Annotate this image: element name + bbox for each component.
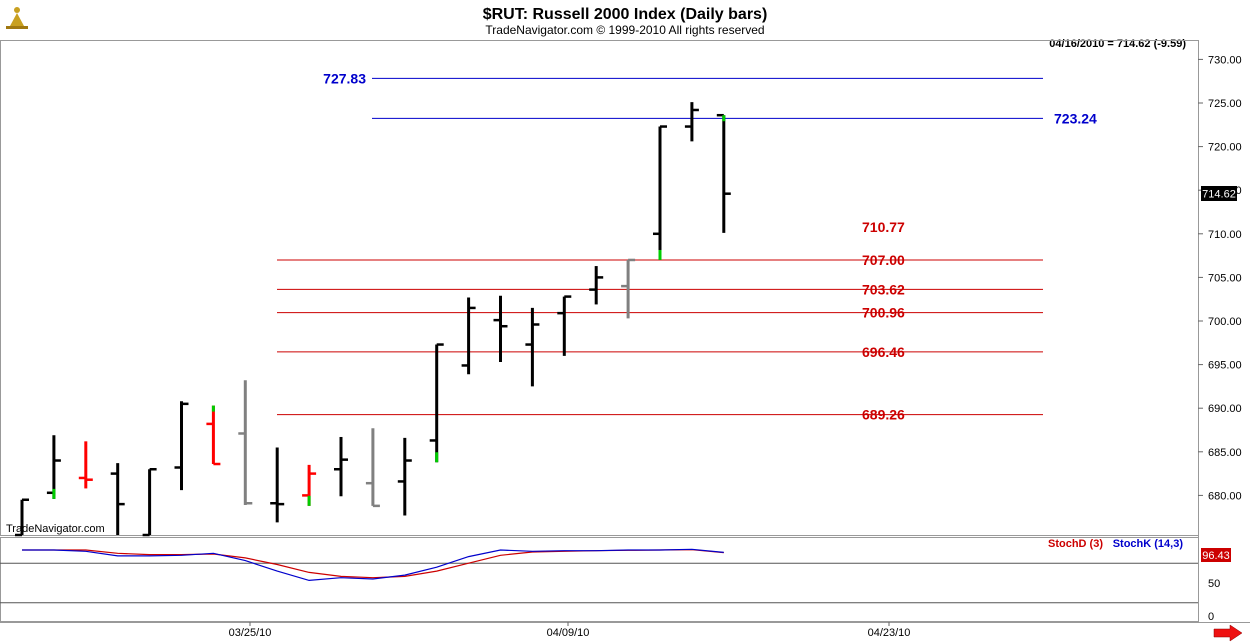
ohlc-bar: [110, 463, 125, 535]
ohlc-bar: [365, 428, 380, 508]
last-price-marker: [1201, 186, 1237, 201]
ohlc-bar: [557, 295, 572, 356]
price-tick-label: 690.00: [1208, 403, 1242, 415]
ohlc-bar: [334, 436, 348, 497]
level-label: 710.77: [862, 219, 905, 235]
ohlc-bar: [174, 401, 189, 491]
level-label: 696.46: [862, 344, 905, 360]
ohlc-bar: [302, 464, 317, 506]
legend-stochk: StochK (14,3): [1113, 538, 1184, 550]
ohlc-bar: [684, 102, 699, 142]
quote-readout: 04/16/2010 = 714.62 (-9.59): [1049, 38, 1186, 50]
level-label: 700.96: [862, 305, 905, 321]
price-tick-label: 700.00: [1208, 316, 1242, 328]
time-axis-labels: 03/25/10 04/09/10 04/23/10: [229, 622, 911, 639]
ohlc-bar: [429, 343, 444, 463]
price-tick-label: 705.00: [1208, 272, 1242, 284]
price-bars: [15, 102, 731, 537]
ohlc-bar: [525, 307, 540, 387]
chart-title: $RUT: Russell 2000 Index (Daily bars): [483, 6, 768, 23]
ohlc-bar: [238, 380, 253, 505]
chart-subtitle: TradeNavigator.com © 1999-2010 All right…: [485, 23, 764, 37]
ohlc-bar: [206, 405, 221, 466]
ohlc-bar: [461, 297, 476, 375]
oscillator-lines: [22, 548, 724, 582]
ohlc-bar: [621, 258, 636, 319]
oscillator-last-marker: [1201, 548, 1231, 562]
ohlc-bar: [270, 447, 285, 523]
time-tick-label: 04/09/10: [547, 627, 590, 639]
ohlc-bar: [15, 498, 29, 537]
level-label: 727.83: [323, 70, 366, 86]
ohlc-bar: [653, 125, 667, 260]
price-tick-label: 710.00: [1208, 229, 1242, 241]
oscillator-last-label: 96.43: [1202, 550, 1230, 562]
last-price-label: 714.62: [1202, 189, 1236, 201]
price-tick-label: 685.00: [1208, 447, 1242, 459]
level-label: 689.26: [862, 407, 905, 423]
price-tick-label: 730.00: [1208, 54, 1242, 66]
level-label: 723.24: [1054, 110, 1097, 126]
scroll-right-arrow-icon[interactable]: [1213, 624, 1243, 642]
oscillator-tick-label: 50: [1208, 578, 1220, 590]
watermark: TradeNavigator.com: [6, 523, 105, 535]
price-tick-label: 720.00: [1208, 142, 1242, 154]
ohlc-bar: [142, 467, 157, 537]
stochk-line: [22, 548, 724, 582]
level-label: 703.62: [862, 281, 905, 297]
time-tick-label: 04/23/10: [868, 627, 911, 639]
oscillator-axis-ticks: 50 0: [1208, 578, 1220, 623]
legend-stochd: StochD (3): [1048, 538, 1103, 550]
ohlc-bar: [78, 441, 93, 489]
ohlc-bar: [589, 266, 604, 305]
price-tick-label: 695.00: [1208, 360, 1242, 372]
logo-icon: [6, 7, 28, 29]
oscillator-reference-lines: [0, 562, 1198, 604]
price-tick-label: 725.00: [1208, 98, 1242, 110]
price-axis-ticks: 730.00725.00720.00715.00710.00705.00700.…: [1198, 54, 1242, 502]
oscillator-tick-label: 0: [1208, 611, 1214, 623]
level-label: 707.00: [862, 252, 905, 268]
time-tick-label: 03/25/10: [229, 627, 272, 639]
ohlc-bar: [397, 437, 412, 516]
ohlc-bar: [493, 295, 508, 362]
price-tick-label: 680.00: [1208, 490, 1242, 502]
ohlc-bar: [46, 435, 61, 499]
ohlc-bar: [716, 113, 731, 233]
